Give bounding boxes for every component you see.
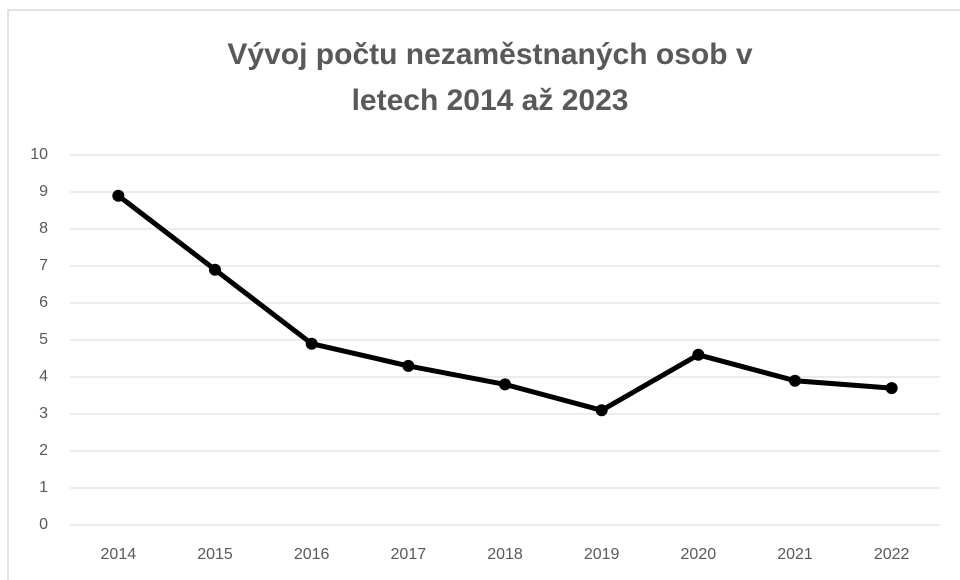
x-tick-label: 2017 <box>391 546 427 563</box>
chart-frame <box>7 9 960 580</box>
data-point <box>402 359 415 372</box>
y-tick-label: 4 <box>39 368 48 385</box>
x-tick-label: 2015 <box>197 546 233 563</box>
y-tick-label: 7 <box>39 257 48 274</box>
data-point <box>305 337 318 350</box>
x-tick-label: 2020 <box>681 546 717 563</box>
data-point <box>789 374 801 387</box>
x-tick-label: 2019 <box>584 546 620 563</box>
data-point <box>885 382 898 395</box>
data-point <box>112 189 125 202</box>
y-tick-label: 10 <box>30 146 48 163</box>
y-tick-label: 5 <box>39 331 48 348</box>
y-tick-label: 6 <box>39 294 48 311</box>
data-point <box>209 263 221 276</box>
y-tick-label: 3 <box>39 405 48 422</box>
x-tick-label: 2014 <box>101 546 137 563</box>
y-tick-label: 1 <box>39 479 48 496</box>
y-tick-label: 8 <box>39 220 48 237</box>
data-point <box>595 404 608 417</box>
y-tick-label: 2 <box>39 442 48 459</box>
x-tick-label: 2018 <box>487 546 523 563</box>
x-tick-label: 2016 <box>294 546 330 563</box>
x-tick-label: 2022 <box>874 546 910 563</box>
y-tick-label: 9 <box>39 183 48 200</box>
chart-title: Vývoj počtu nezaměstnaných osob v letech… <box>227 38 753 117</box>
data-point <box>692 348 705 361</box>
y-tick-label: 0 <box>39 516 48 533</box>
x-tick-label: 2021 <box>777 546 813 563</box>
data-point <box>499 378 511 391</box>
